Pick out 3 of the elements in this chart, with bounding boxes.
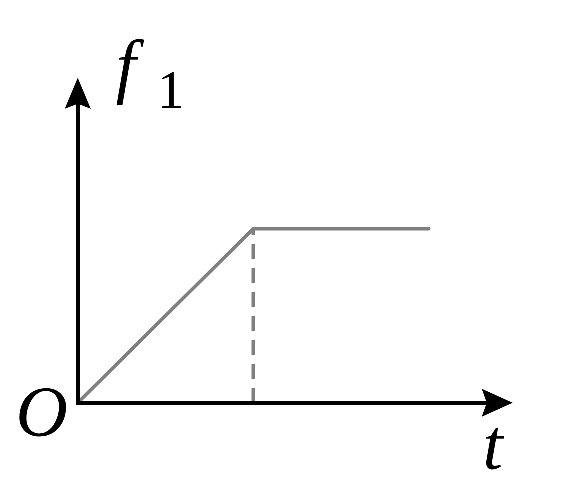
y-axis-title: f₁ [116,11,188,110]
text: O [16,372,68,452]
x-axis-title: t [483,405,505,485]
